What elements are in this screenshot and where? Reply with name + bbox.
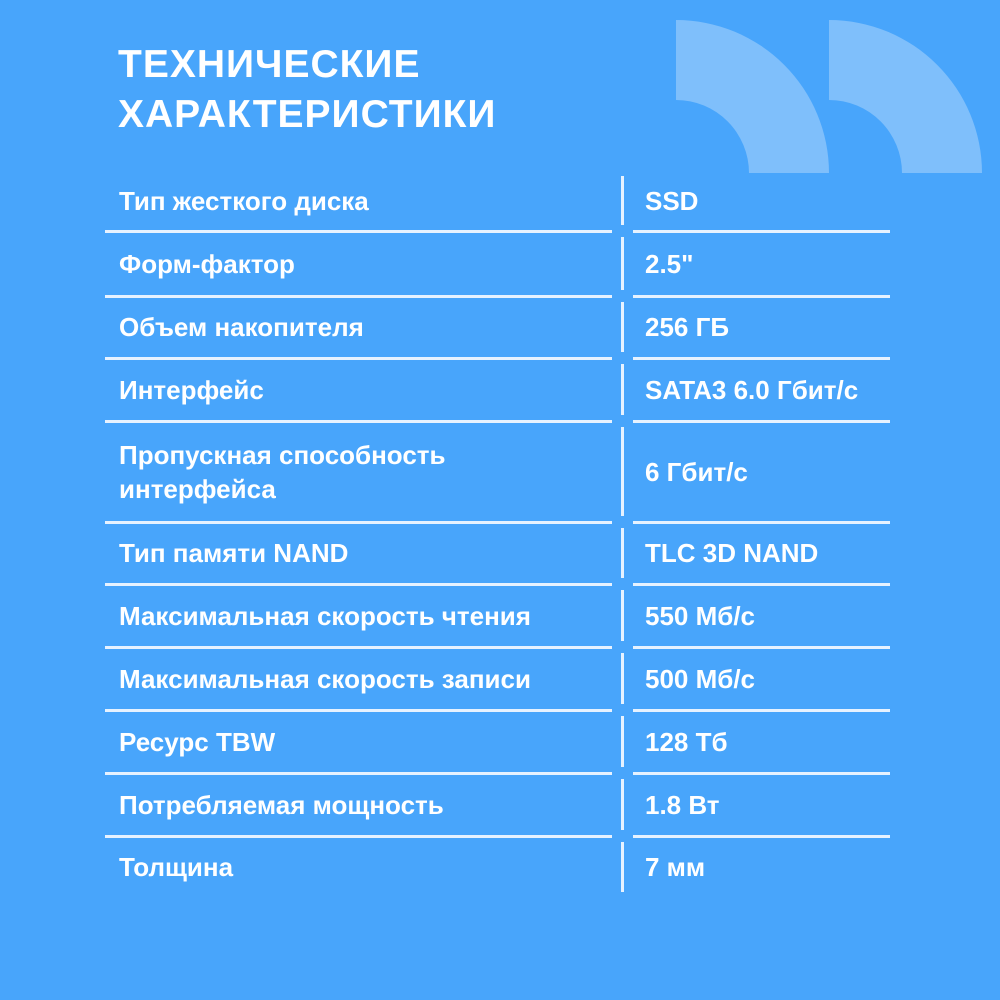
spec-label: Объем накопителя [119, 312, 364, 342]
spec-row: Ресурс TBW 128 Тб [0, 710, 1000, 773]
spec-value: 2.5" [645, 248, 694, 279]
spec-label: Форм-фактор [119, 248, 295, 279]
row-divider [633, 835, 890, 838]
row-divider [105, 230, 612, 233]
row-divider [105, 521, 612, 524]
row-divider [633, 521, 890, 524]
spec-label: Максимальная скорость записи [119, 663, 531, 694]
row-divider [633, 357, 890, 360]
spec-row: Тип жесткого диска SSD [0, 170, 1000, 231]
spec-row: Потребляемая мощность 1.8 Вт [0, 773, 1000, 836]
closing-quote-icon [676, 20, 982, 173]
spec-row: Тип памяти NAND TLC 3D NAND [0, 522, 1000, 584]
spec-label: Ресурс TBW [119, 726, 276, 757]
row-divider [633, 772, 890, 775]
spec-value: 550 Мб/с [645, 600, 756, 631]
spec-row: Объем накопителя 256 ГБ [0, 296, 1000, 358]
spec-row: Толщина 7 мм [0, 836, 1000, 898]
spec-value: SATA3 6.0 Гбит/с [645, 374, 859, 405]
quote-mark-right [829, 20, 982, 173]
spec-row: Форм-фактор 2.5" [0, 231, 1000, 296]
row-divider [105, 709, 612, 712]
quote-mark-left [676, 20, 829, 173]
spec-value: 6 Гбит/с [645, 456, 748, 487]
column-divider [621, 653, 624, 704]
spec-label: Тип памяти NAND [119, 538, 349, 568]
spec-row: Максимальная скорость чтения 550 Мб/с [0, 584, 1000, 647]
spec-label: Тип жесткого диска [119, 185, 369, 216]
spec-row: Интерфейс SATA3 6.0 Гбит/с [0, 358, 1000, 421]
page-title: ТЕХНИЧЕСКИЕ ХАРАКТЕРИСТИКИ [118, 40, 496, 140]
spec-value: 1.8 Вт [645, 789, 720, 820]
row-divider [105, 772, 612, 775]
spec-value: SSD [645, 185, 699, 216]
column-divider [621, 364, 624, 415]
column-divider [621, 427, 624, 516]
spec-label: Интерфейс [119, 374, 264, 405]
spec-label: Потребляемая мощность [119, 789, 444, 820]
spec-row: Пропускная способность интерфейса 6 Гбит/… [0, 421, 1000, 522]
column-divider [621, 590, 624, 641]
row-divider [105, 646, 612, 649]
title-line-1: ТЕХНИЧЕСКИЕ [118, 43, 421, 86]
spec-value: TLC 3D NAND [645, 538, 819, 568]
spec-label: Пропускная способность интерфейса [119, 439, 446, 504]
spec-value: 128 Тб [645, 726, 728, 757]
row-divider [633, 295, 890, 298]
column-divider [621, 716, 624, 767]
spec-row: Максимальная скорость записи 500 Мб/с [0, 647, 1000, 710]
column-divider [621, 302, 624, 352]
column-divider [621, 779, 624, 830]
column-divider [621, 842, 624, 892]
column-divider [621, 237, 624, 290]
row-divider [633, 709, 890, 712]
row-divider [105, 583, 612, 586]
spec-value: 7 мм [645, 852, 706, 882]
row-divider [633, 420, 890, 423]
spec-label: Толщина [119, 852, 234, 882]
row-divider [633, 230, 890, 233]
spec-value: 256 ГБ [645, 312, 730, 342]
row-divider [105, 420, 612, 423]
row-divider [105, 357, 612, 360]
title-line-2: ХАРАКТЕРИСТИКИ [118, 93, 497, 136]
column-divider [621, 176, 624, 225]
row-divider [633, 583, 890, 586]
row-divider [105, 295, 612, 298]
column-divider [621, 528, 624, 578]
spec-value: 500 Мб/с [645, 663, 756, 694]
spec-label: Максимальная скорость чтения [119, 600, 531, 631]
row-divider [633, 646, 890, 649]
row-divider [105, 835, 612, 838]
